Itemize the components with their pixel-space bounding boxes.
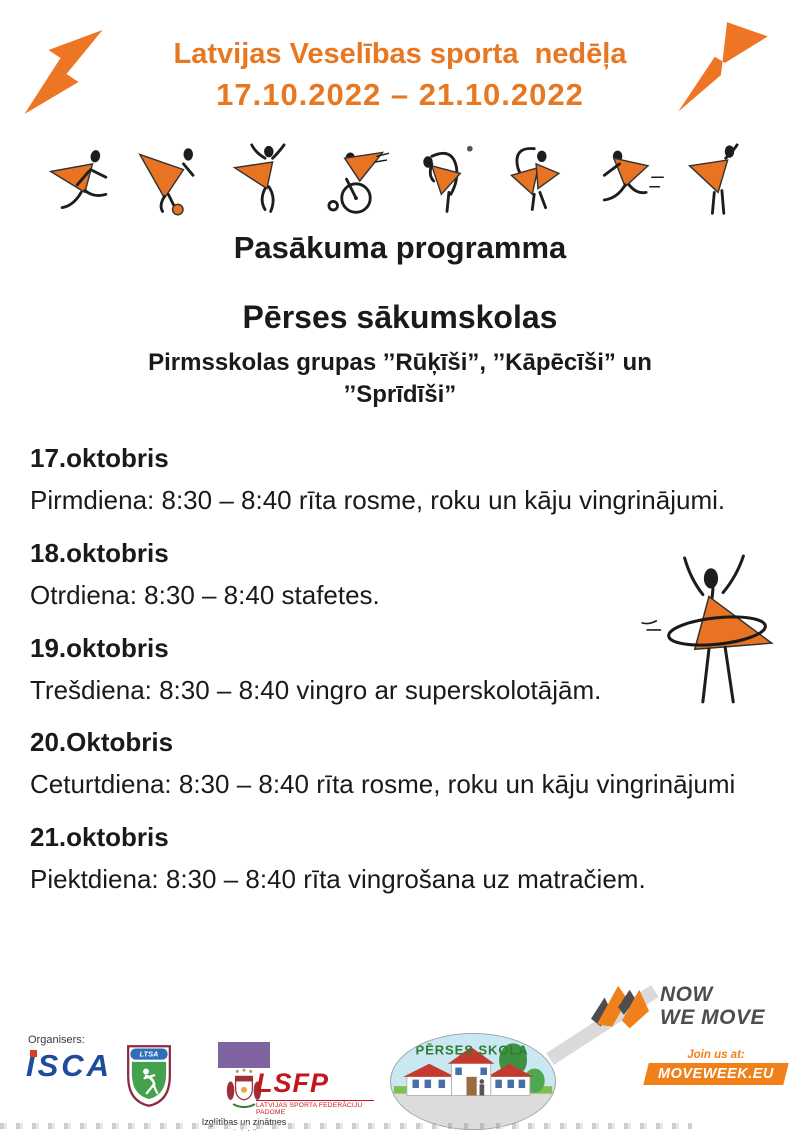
schedule-date: 20.Oktobris [30, 727, 174, 758]
schedule-item: 17.oktobris Pirmdiena: 8:30 – 8:40 rīta … [30, 440, 770, 519]
runner-icon [48, 150, 108, 210]
schedule-text: Ceturtdiena: 8:30 – 8:40 rīta rosme, rok… [30, 769, 736, 800]
ltsa-wordmark: LTSA [140, 1050, 159, 1059]
hula-hoop-figure-icon [641, 554, 774, 704]
isca-red-dot [30, 1050, 37, 1057]
schedule-item: 20.Oktobris Ceturtdiena: 8:30 – 8:40 rīt… [30, 724, 770, 803]
gymnast-bending-icon [423, 145, 473, 213]
lsfp-wordmark: LSFP [256, 1068, 330, 1098]
lsfp-logo: LSFP LATVIJAS SPORTA FEDERĀCIJU PADOME [256, 1068, 386, 1116]
ministry-logo: Izglītības un zinātnes ministrija [196, 1042, 292, 1131]
event-title: Latvijas Veselības sporta nedēļa 17.10.2… [140, 38, 660, 113]
nwm-logo: NOW WE MOVE Join us at: MOVEWEEK.EU [588, 982, 793, 1085]
orange-flag-right-icon [678, 22, 768, 112]
standing-athlete-icon [688, 143, 739, 215]
schedule-item: 19.oktobris Trešdiena: 8:30 – 8:40 vingr… [30, 630, 770, 709]
schedule-date: 18.oktobris [30, 537, 169, 568]
ministry-coat-of-arms-icon [226, 1068, 262, 1109]
nwm-logo-top: NOW WE MOVE [588, 982, 793, 1040]
orange-flag-left-icon [24, 30, 103, 114]
school-logo: PĒRSES SKOLA [390, 1033, 556, 1130]
nwm-mark-icon [591, 985, 649, 1029]
schedule-text: Otrdiena: 8:30 – 8:40 stafetes. [30, 579, 380, 610]
moveweek-link-banner[interactable]: MOVEWEEK.EU [643, 1063, 789, 1085]
isca-wordmark: ISCA [26, 1048, 113, 1083]
program-title: Pasākuma programma [233, 230, 567, 265]
nwm-cta: Join us at: MOVEWEEK.EU [643, 1049, 789, 1085]
wheelchair-athlete-icon [327, 151, 390, 214]
dancer-icon [232, 143, 286, 213]
schedule-date: 21.oktobris [30, 822, 169, 853]
nwm-word-now: NOW [660, 983, 713, 1006]
moveweek-url[interactable]: MOVEWEEK.EU [658, 1066, 774, 1082]
schedule-date: 19.oktobris [30, 632, 169, 663]
ministry-caption: Izglītības un zinātnes ministrija [201, 1117, 287, 1131]
schedule-text: Trešdiena: 8:30 – 8:40 vingro ar supersk… [30, 674, 602, 705]
school-logo-text: PĒRSES SKOLA [415, 1042, 528, 1057]
groups-subtitle: Pirmsskolas grupas ’’Rūķīši”, ’’Kāpēcīši… [148, 349, 652, 408]
event-title-line1: Latvijas Veselības sporta nedēļa [173, 38, 627, 70]
nwm-join-label: Join us at: [687, 1049, 745, 1061]
isca-logo: ISCA [26, 1048, 112, 1084]
schedule-date: 17.oktobris [30, 443, 169, 473]
organisers-label: Organisers: [28, 1034, 85, 1046]
schedule-item: 21.oktobris Piektdiena: 8:30 – 8:40 rīta… [30, 819, 770, 898]
sport-icons-strip [45, 140, 758, 220]
school-drawing: PĒRSES SKOLA [393, 1034, 553, 1129]
schedule-list: 17.oktobris Pirmdiena: 8:30 – 8:40 rīta … [30, 440, 770, 898]
school-title: Pērses sākumskolas [242, 299, 558, 335]
football-player-icon [138, 148, 195, 216]
nwm-word-wemove: WE MOVE [660, 1005, 766, 1029]
skater-icon [602, 150, 664, 202]
hoop-gymnast-icon [509, 147, 561, 211]
lsfp-caption: LATVIJAS SPORTA FEDERĀCIJU PADOME [256, 1100, 374, 1116]
ltsa-logo: LTSA [127, 1045, 171, 1107]
event-dates: 17.10.2022 – 21.10.2022 [216, 77, 584, 112]
schedule-item: 18.oktobris Otrdiena: 8:30 – 8:40 stafet… [30, 535, 770, 614]
schedule-text: Pirmdiena: 8:30 – 8:40 rīta rosme, roku … [30, 484, 726, 515]
nwm-wordmark: NOW WE MOVE [660, 983, 766, 1029]
schedule-text: Piektdiena: 8:30 – 8:40 rīta vingrošana … [30, 864, 646, 895]
ministry-purple-block [218, 1042, 270, 1068]
cropped-text-strip [0, 1123, 692, 1129]
